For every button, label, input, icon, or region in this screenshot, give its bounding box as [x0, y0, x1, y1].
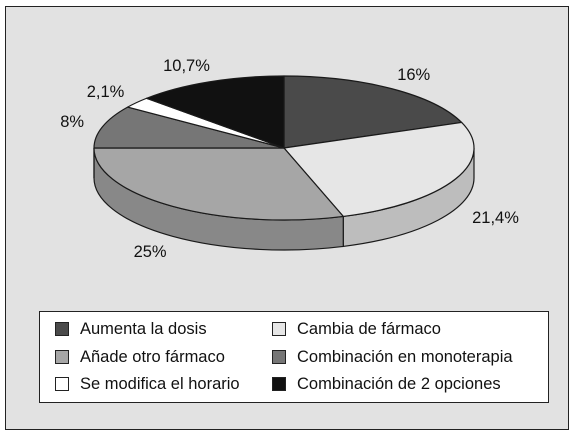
legend-label: Combinación en monoterapia [297, 347, 513, 366]
pie-slice-2 [93, 147, 344, 221]
pie-slice-3 [93, 106, 285, 149]
legend-label: Combinación de 2 opciones [297, 374, 501, 393]
legend-item-combinacion-2-opciones: Combinación de 2 opciones [272, 373, 501, 395]
pie-slice-5 [146, 75, 285, 149]
legend-item-combinacion-monoterapia: Combinación en monoterapia [272, 346, 513, 368]
pie-slice-0 [283, 75, 463, 149]
legend-label: Añade otro fármaco [80, 347, 225, 366]
pie-chart: 16% 21,4% 25% 8%2,1% 10,7% [60, 57, 519, 261]
legend-swatch [272, 350, 286, 364]
legend-item-modifica-horario: Se modifica el horario [55, 373, 240, 395]
pie-value-label-1: 21,4% [472, 209, 519, 227]
chart-frame: 16% 21,4% 25% 8% 2,1% 10,7% Aumenta la dosis … [5, 6, 569, 430]
legend-swatch [55, 322, 69, 336]
legend-label: Cambia de fármaco [297, 319, 441, 338]
legend-swatch [272, 377, 286, 391]
pie-slice-1 [283, 121, 475, 218]
legend-label: Aumenta la dosis [80, 319, 207, 338]
pie-value-label-0: 16% [397, 66, 430, 84]
pie-value-labels: 16% 21,4% 25% 8%2,1% 10,7% [60, 57, 519, 261]
legend-item-aumenta-dosis: Aumenta la dosis [55, 318, 207, 340]
legend-item-cambia-farmaco: Cambia de fármaco [272, 318, 441, 340]
pie-value-label-4: 2,1% [87, 83, 125, 101]
pie-value-label-3: 8% [60, 113, 84, 131]
pie-value-label-2: 25% [134, 243, 167, 261]
legend-swatch [272, 322, 286, 336]
legend-swatch [55, 377, 69, 391]
legend-label: Se modifica el horario [80, 374, 240, 393]
legend-swatch [55, 350, 69, 364]
legend-item-anade-farmaco: Añade otro fármaco [55, 346, 225, 368]
legend: Aumenta la dosis Cambia de fármaco Añade… [39, 311, 549, 403]
pie-value-label-5: 10,7% [163, 57, 210, 75]
pie-slices [93, 75, 475, 221]
